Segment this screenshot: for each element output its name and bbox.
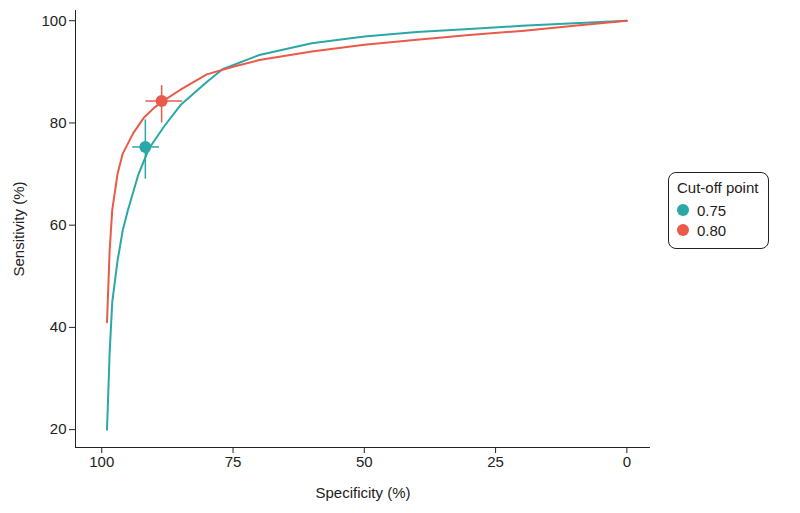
svg-text:0: 0: [623, 453, 631, 470]
svg-text:75: 75: [225, 453, 242, 470]
svg-text:50: 50: [356, 453, 373, 470]
svg-text:60: 60: [50, 216, 67, 233]
svg-text:25: 25: [487, 453, 504, 470]
svg-text:Specificity (%): Specificity (%): [315, 484, 410, 501]
html-text:Cut-off point: Cut-off point: [677, 179, 759, 196]
svg-text:Sensitivity (%): Sensitivity (%): [10, 181, 27, 276]
svg-text:20: 20: [50, 420, 67, 437]
html-text:0.80: 0.80: [697, 221, 727, 239]
html-text:0.75: 0.75: [697, 201, 727, 219]
svg-text:80: 80: [50, 114, 67, 131]
svg-text:100: 100: [89, 453, 114, 470]
svg-text:40: 40: [50, 318, 67, 335]
svg-text:100: 100: [41, 12, 66, 29]
